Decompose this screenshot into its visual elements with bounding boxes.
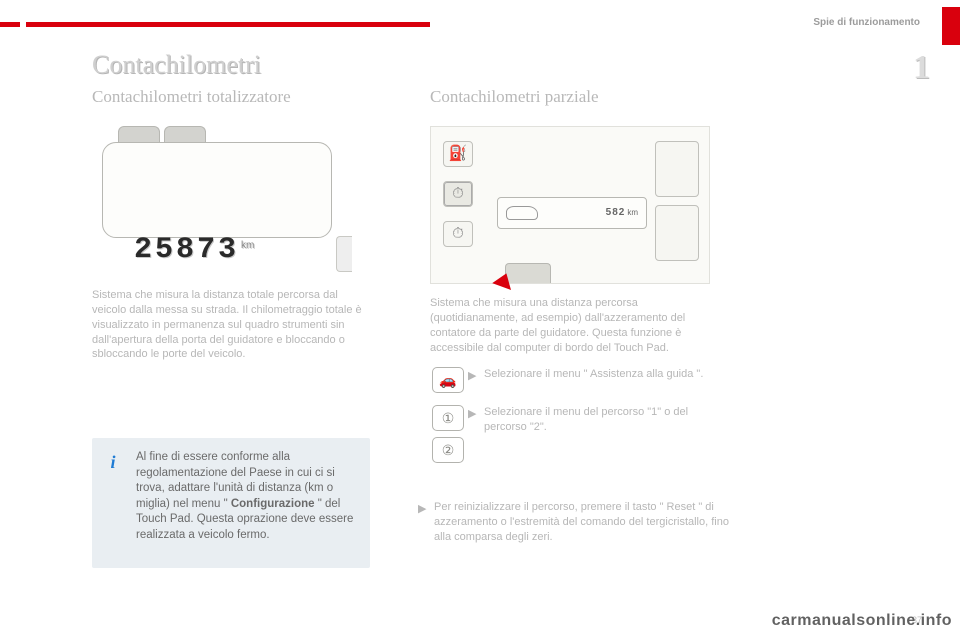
info-text-bold: Configurazione	[231, 498, 315, 510]
bullet-icon: ▶	[418, 502, 426, 517]
info-box: i Al fine di essere conforme alla regola…	[92, 438, 370, 568]
menu-trip-text: Selezionare il menu del percorso "1" o d…	[484, 406, 688, 433]
reset-instructions: ▶ Per reinizializzare il percorso, preme…	[430, 500, 730, 545]
odometer-side-block	[336, 236, 352, 272]
panel-blank-bottom	[655, 205, 699, 261]
header-section-label: Spie di funzionamento	[813, 16, 920, 30]
odometer-card	[102, 142, 332, 238]
figure-trip-screen: ⛽ ⏱ ⏱ 582km	[430, 126, 710, 284]
trip-one-icon: ①	[432, 405, 464, 431]
odometer-value: 25873	[134, 233, 239, 267]
red-bar-segment	[0, 22, 20, 27]
menu-row-assist: 🚗 ▶ Selezionare il menu " Assistenza all…	[430, 367, 720, 393]
section-title-total: Contachilometri totalizzatore	[92, 86, 291, 109]
trip-readout-box: 582km	[497, 197, 647, 229]
panel-blank-top	[655, 141, 699, 197]
assist-icon: 🚗	[432, 367, 464, 393]
page-title: Contachilometri	[92, 47, 261, 82]
trip2-icon: ⏱	[443, 221, 473, 247]
chapter-number: 1	[913, 45, 930, 91]
trip-right-panels	[655, 141, 699, 261]
trip1-icon: ⏱	[443, 181, 473, 207]
bullet-icon: ▶	[468, 369, 476, 384]
odometer-unit: km	[241, 240, 254, 251]
body-text-trip: Sistema che misura una distanza percorsa…	[430, 296, 720, 463]
menu-assist-text: Selezionare il menu " Assistenza alla gu…	[484, 368, 703, 380]
trip-intro: Sistema che misura una distanza percorsa…	[430, 296, 720, 355]
info-icon: i	[104, 450, 122, 468]
trip-menu-column: ⛽ ⏱ ⏱	[443, 141, 473, 247]
figure-odometer: 25873km	[92, 126, 352, 272]
bullet-icon: ▶	[468, 407, 476, 422]
fuel-icon: ⛽	[443, 141, 473, 167]
trip-value: 582	[606, 207, 626, 218]
car-icon	[506, 206, 538, 220]
trip-two-icon: ②	[432, 437, 464, 463]
watermark: carmanualsonline.info	[772, 610, 952, 632]
body-text-total: Sistema che misura la distanza totale pe…	[92, 288, 364, 362]
red-bar-main	[26, 22, 430, 27]
trip-unit: km	[627, 208, 638, 217]
menu-row-trip: ① ② ▶ Selezionare il menu del percorso "…	[430, 405, 720, 463]
reset-text: Per reinizializzare il percorso, premere…	[434, 501, 729, 543]
odometer-readout: 25873km	[134, 230, 254, 271]
red-tab-right	[942, 7, 960, 45]
section-title-trip: Contachilometri parziale	[430, 86, 599, 109]
